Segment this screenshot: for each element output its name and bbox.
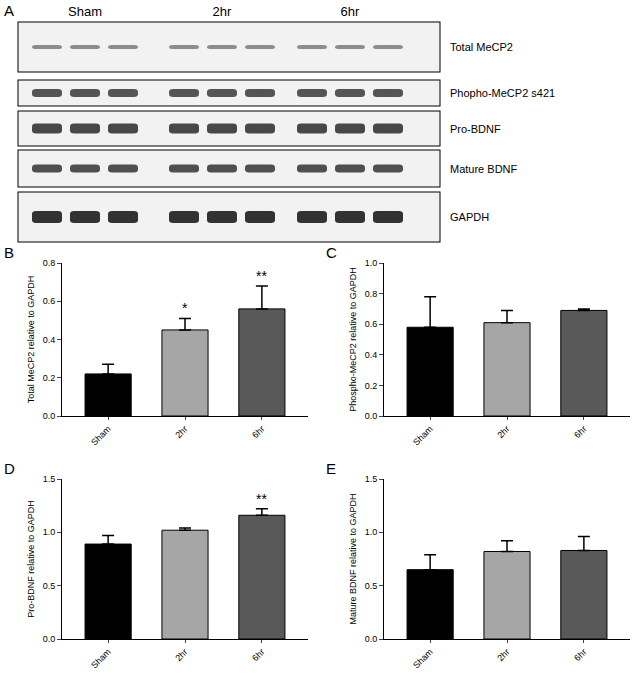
svg-text:Sham: Sham xyxy=(89,424,113,448)
svg-text:0.5: 0.5 xyxy=(365,581,378,591)
svg-text:Pro-BDNF relative to GAPDH: Pro-BDNF relative to GAPDH xyxy=(26,500,36,618)
svg-text:2hr: 2hr xyxy=(495,424,511,440)
html-text:E: E xyxy=(326,460,336,477)
svg-text:1.0: 1.0 xyxy=(365,258,378,268)
svg-text:0.6: 0.6 xyxy=(43,296,56,306)
svg-text:Phospho-MeCP2 relative to GAPD: Phospho-MeCP2 relative to GAPDH xyxy=(348,267,358,412)
svg-text:0.8: 0.8 xyxy=(365,289,378,299)
svg-text:Sham: Sham xyxy=(411,647,435,671)
svg-text:*: * xyxy=(182,300,188,316)
svg-text:6hr: 6hr xyxy=(250,424,266,440)
html-text:C: C xyxy=(326,244,337,261)
svg-text:1.5: 1.5 xyxy=(43,474,56,484)
svg-text:Total MeCP2: Total MeCP2 xyxy=(450,41,513,53)
svg-text:0.4: 0.4 xyxy=(365,350,378,360)
svg-text:Phopho-MeCP2 s421: Phopho-MeCP2 s421 xyxy=(450,87,555,99)
svg-text:0.5: 0.5 xyxy=(43,581,56,591)
svg-text:0.2: 0.2 xyxy=(43,373,56,383)
svg-text:0.2: 0.2 xyxy=(365,381,378,391)
svg-text:Sham: Sham xyxy=(68,4,102,19)
svg-text:Mature BDNF relative to GAPDH: Mature BDNF relative to GAPDH xyxy=(348,493,358,624)
svg-text:**: ** xyxy=(256,268,267,284)
html-text:D: D xyxy=(4,460,15,477)
svg-text:6hr: 6hr xyxy=(341,4,360,19)
svg-text:A: A xyxy=(4,2,14,19)
svg-text:2hr: 2hr xyxy=(173,424,189,440)
svg-text:1.5: 1.5 xyxy=(365,474,378,484)
svg-text:0.4: 0.4 xyxy=(43,335,56,345)
svg-text:6hr: 6hr xyxy=(572,424,588,440)
svg-text:Pro-BDNF: Pro-BDNF xyxy=(450,123,501,135)
html-text:B: B xyxy=(4,244,14,261)
svg-text:GAPDH: GAPDH xyxy=(450,211,489,223)
svg-text:6hr: 6hr xyxy=(250,647,266,663)
svg-text:2hr: 2hr xyxy=(213,4,232,19)
svg-text:0.0: 0.0 xyxy=(43,411,56,421)
svg-text:6hr: 6hr xyxy=(572,647,588,663)
svg-text:1.0: 1.0 xyxy=(365,527,378,537)
svg-text:0.0: 0.0 xyxy=(365,411,378,421)
svg-text:2hr: 2hr xyxy=(173,647,189,663)
svg-text:Total MeCP2 relative to GAPDH: Total MeCP2 relative to GAPDH xyxy=(26,276,36,404)
svg-text:**: ** xyxy=(256,491,267,507)
svg-text:Mature BDNF: Mature BDNF xyxy=(450,163,518,175)
svg-text:0.0: 0.0 xyxy=(365,634,378,644)
svg-text:0.8: 0.8 xyxy=(43,258,56,268)
svg-text:Sham: Sham xyxy=(411,424,435,448)
svg-text:Sham: Sham xyxy=(89,647,113,671)
svg-text:2hr: 2hr xyxy=(495,647,511,663)
svg-text:0.6: 0.6 xyxy=(365,319,378,329)
svg-text:0.0: 0.0 xyxy=(43,634,56,644)
svg-text:1.0: 1.0 xyxy=(43,527,56,537)
